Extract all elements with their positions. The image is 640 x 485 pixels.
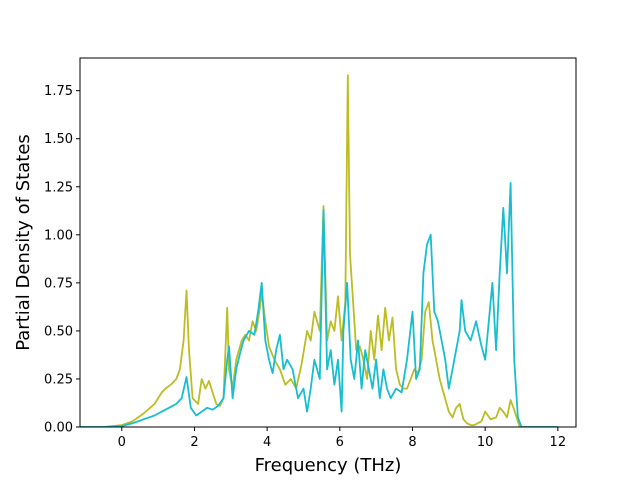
x-tick-label: 10 [477,435,494,450]
x-tick-label: 8 [408,435,416,450]
x-tick-label: 2 [190,435,198,450]
y-tick-label: 1.75 [44,84,73,99]
x-tick-label: 6 [336,435,344,450]
x-tick-label: 4 [263,435,271,450]
y-axis-ticks: 0.00 0.25 0.50 0.75 1.00 1.25 1.50 1.75 [44,84,80,436]
x-tick-label: 0 [118,435,126,450]
plot-frame [79,57,577,428]
series-line-1 [80,74,558,427]
y-tick-label: 0.25 [44,372,73,387]
series-line-2 [80,181,558,427]
x-tick-label: 12 [550,435,567,450]
x-axis-label: Frequency (THz) [255,455,402,476]
y-tick-label: 0.00 [44,421,73,436]
y-tick-label: 1.25 [44,180,73,195]
y-tick-label: 0.75 [44,276,73,291]
series-layer [80,74,558,427]
y-tick-label: 1.00 [44,228,73,243]
y-tick-label: 0.50 [44,324,73,339]
y-tick-label: 1.50 [44,132,73,147]
y-axis-label: Partial Density of States [13,134,34,351]
x-axis-ticks: 0 2 4 6 8 10 12 [118,427,566,450]
